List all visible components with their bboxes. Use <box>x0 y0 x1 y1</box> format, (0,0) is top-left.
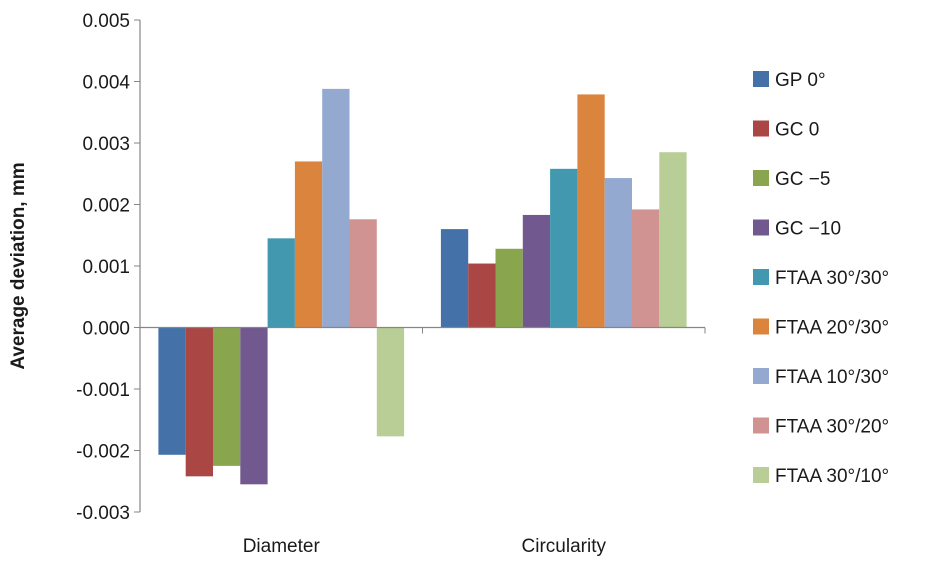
legend-swatch <box>753 219 769 236</box>
x-category-label: Diameter <box>243 536 321 557</box>
legend-swatch <box>753 120 769 137</box>
bar <box>213 327 241 466</box>
legend-label: GC 0 <box>775 120 819 141</box>
bar <box>604 178 632 328</box>
bar <box>294 161 323 328</box>
legend-swatch <box>753 71 769 87</box>
bar <box>376 327 405 437</box>
bar <box>522 214 551 328</box>
legend: GP 0° GC 0 GC −5 GC −10 FTAA 30°/30° FTAA 20°… <box>753 70 889 487</box>
legend-label: GC −10 <box>775 219 841 240</box>
legend-label: GP 0° <box>775 70 826 91</box>
y-axis-ticks: 0.005 0.004 0.003 0.002 0.001 0.000 -0.001 -0.0… <box>76 11 140 524</box>
y-tick-label: -0.003 <box>76 503 130 524</box>
y-tick-label: 0.004 <box>82 73 130 94</box>
bar <box>158 327 186 455</box>
x-axis-category-labels: Diameter Circularity <box>243 536 607 557</box>
bar <box>322 88 350 328</box>
y-tick-label: 0.002 <box>82 196 130 217</box>
legend-label: FTAA 30°/30° <box>775 268 889 289</box>
bar-group <box>158 88 687 485</box>
legend-swatch <box>753 368 769 384</box>
y-tick-label: 0.005 <box>82 11 130 32</box>
bar <box>267 238 295 328</box>
y-tick-label: -0.002 <box>76 442 130 463</box>
y-tick-label: 0.000 <box>82 319 130 340</box>
legend-label: FTAA 30°/20° <box>775 417 889 438</box>
legend-label: GC −5 <box>775 169 830 190</box>
bar <box>185 327 213 477</box>
bar <box>632 209 660 328</box>
axes <box>139 20 706 512</box>
legend-swatch <box>753 170 769 186</box>
bar <box>349 219 377 328</box>
legend-swatch <box>753 318 769 335</box>
bar <box>659 152 687 328</box>
y-tick-label: 0.003 <box>82 134 130 155</box>
bar <box>550 168 578 328</box>
legend-label: FTAA 30°/10° <box>775 466 889 487</box>
x-category-label: Circularity <box>522 536 607 557</box>
legend-swatch <box>753 467 769 483</box>
legend-label: FTAA 10°/30° <box>775 367 889 388</box>
bar <box>440 229 469 328</box>
legend-swatch <box>753 417 769 434</box>
y-tick-label: -0.001 <box>76 380 130 401</box>
legend-label: FTAA 20°/30° <box>775 318 889 339</box>
y-tick-label: 0.001 <box>82 257 130 278</box>
bar <box>577 94 605 328</box>
y-axis-title: Average deviation, mm <box>8 162 29 369</box>
bar <box>240 327 268 485</box>
bar <box>495 248 523 328</box>
bar <box>468 263 496 328</box>
legend-swatch <box>753 269 769 285</box>
